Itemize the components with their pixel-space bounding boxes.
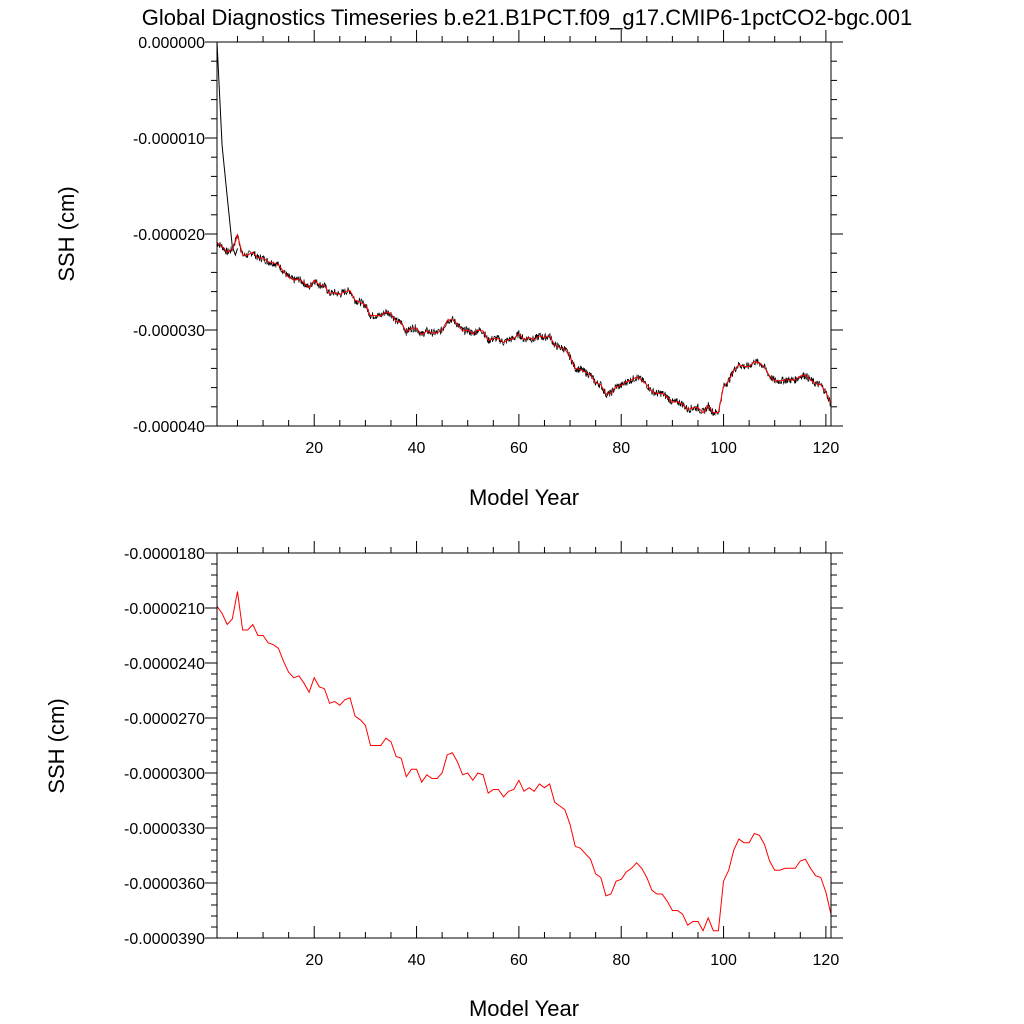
bottom-x-tick-label: 40 <box>408 952 426 969</box>
bottom-y-tick-label: -0.0000300 <box>124 766 205 783</box>
bottom-y-tick-label: -0.0000240 <box>124 656 205 673</box>
top-panel: 20 40 60 80 100 120 0.000000 -0.000010 -0.000020… <box>54 30 843 510</box>
top-plot-frame <box>216 41 832 427</box>
top-y-tick-label: -0.000030 <box>133 323 205 340</box>
top-y-tick-label: -0.000020 <box>133 227 205 244</box>
top-y-tick-label: -0.000040 <box>133 419 205 436</box>
top-x-tick-label: 20 <box>305 440 323 457</box>
top-series-monthly-start <box>216 41 238 257</box>
bottom-x-tick-label: 100 <box>710 952 737 969</box>
bottom-plot-frame <box>216 552 832 939</box>
bottom-y-tick-label: -0.0000210 <box>124 601 205 618</box>
bottom-x-tick-label: 120 <box>813 952 840 969</box>
bottom-y-tick-label: -0.0000270 <box>124 711 205 728</box>
top-x-tick-label: 100 <box>710 440 737 457</box>
bottom-y-tick-label: -0.0000390 <box>124 931 205 948</box>
bottom-panel: 20 40 60 80 100 120 -0.0000180 -0.0000210 -0.000… <box>44 541 843 1021</box>
top-y-tick-label: 0.000000 <box>138 35 205 52</box>
bottom-y-tick-label: -0.0000330 <box>124 821 205 838</box>
bottom-series-annual <box>216 591 832 932</box>
figure-title: Global Diagnostics Timeseries b.e21.B1PC… <box>142 5 912 30</box>
bottom-x-tick-label: 20 <box>305 952 323 969</box>
bottom-y-axis-label: SSH (cm) <box>44 698 69 793</box>
top-y-axis-label: SSH (cm) <box>54 186 79 281</box>
bottom-y-tick-label: -0.0000180 <box>124 546 205 563</box>
bottom-x-tick-label: 80 <box>612 952 630 969</box>
bottom-x-tick-label: 60 <box>510 952 528 969</box>
top-y-tick-label: -0.000010 <box>133 131 205 148</box>
top-series-annual <box>216 233 832 414</box>
top-x-tick-label: 80 <box>612 440 630 457</box>
top-x-tick-label: 120 <box>813 440 840 457</box>
bottom-y-tick-label: -0.0000360 <box>124 876 205 893</box>
top-series-monthly <box>216 234 831 417</box>
top-x-tick-label: 60 <box>510 440 528 457</box>
top-panel-ticks: 20 40 60 80 100 120 0.000000 -0.000010 -0.000020… <box>133 30 843 457</box>
top-panel-marks <box>216 41 832 417</box>
top-x-axis-label: Model Year <box>469 485 579 510</box>
top-x-tick-label: 40 <box>408 440 426 457</box>
bottom-panel-ticks: 20 40 60 80 100 120 -0.0000180 -0.0000210 -0.000… <box>124 541 843 969</box>
bottom-x-axis-label: Model Year <box>469 996 579 1021</box>
bottom-panel-marks <box>216 591 832 932</box>
